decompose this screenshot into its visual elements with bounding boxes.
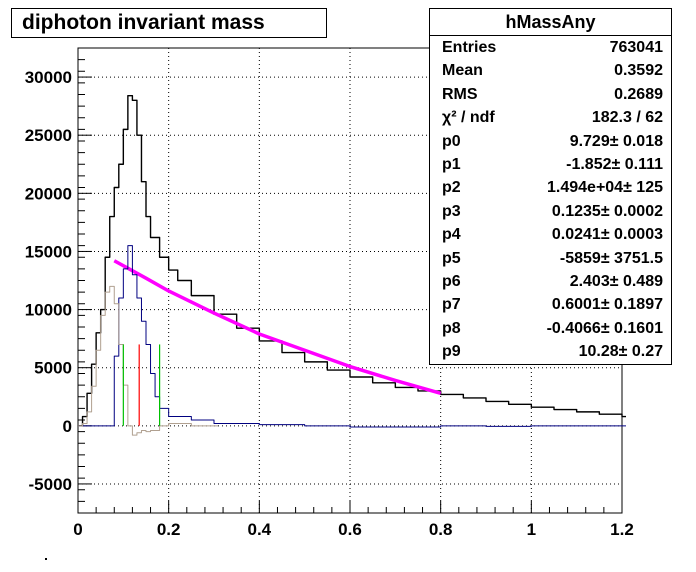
x-tick-label: 1.2 [610, 520, 634, 539]
series-0-path [78, 94, 626, 427]
stats-row: p1 -1.852± 0.111 [430, 154, 671, 176]
stats-row: Entries 763041 [430, 37, 671, 59]
stats-row-value: -5859± 3751.5 [559, 249, 663, 267]
x-tick-label: 1 [527, 520, 536, 539]
chart-title: diphoton invariant mass [11, 8, 327, 38]
stats-row-value: 10.28± 0.27 [578, 343, 663, 361]
stats-row-value: 2.403± 0.489 [569, 273, 663, 290]
stats-row-name: p2 [442, 179, 461, 197]
stats-row: p8 -0.4066± 0.1601 [430, 318, 671, 340]
stats-row-name: p0 [442, 132, 461, 150]
stats-row: RMS 0.2689 [430, 84, 671, 106]
stats-row-value: 0.6001± 0.1897 [551, 296, 663, 314]
stats-row-name: RMS [442, 85, 478, 103]
x-tick-label: 0.2 [157, 520, 181, 539]
stats-row-name: p9 [442, 343, 461, 361]
y-tick-label: 5000 [34, 359, 72, 378]
data-series [78, 94, 626, 436]
stats-row-value: 1.494e+04± 125 [547, 179, 663, 197]
stats-row-name: p3 [442, 202, 461, 220]
series-3-path [78, 285, 218, 436]
stats-row: p0 9.729± 0.018 [430, 131, 671, 153]
stats-row-name: p8 [442, 319, 461, 337]
stats-row-name: p7 [442, 296, 461, 314]
y-tick-label: 0 [63, 417, 72, 436]
stats-title: hMassAny [430, 9, 671, 36]
stats-row-value: 9.729± 0.018 [569, 132, 663, 150]
x-tick-label: 0.8 [429, 520, 453, 539]
stats-row-value: 763041 [609, 39, 663, 56]
x-tick-label: 0.6 [338, 520, 362, 539]
y-tick-label: -5000 [29, 475, 72, 494]
stats-row-value: 182.3 / 62 [591, 109, 663, 127]
stats-row: Mean 0.3592 [430, 60, 671, 82]
stats-row: p6 2.403± 0.489 [430, 271, 671, 293]
tick-labels: 0 0.2 0.4 0.6 0.8 1 1.2 -5000 0 5000 10000 15000 200… [25, 68, 634, 539]
stats-box: hMassAny Entries 763041 Mean 0.3592 RMS 0.268… [429, 8, 672, 365]
footer-dot [45, 558, 47, 560]
stats-row: p3 0.1235± 0.0002 [430, 201, 671, 223]
y-tick-label: 20000 [25, 184, 72, 203]
stats-row: p9 10.28± 0.27 [430, 341, 671, 363]
series-2-path [78, 245, 626, 428]
stats-row: χ² / ndf 182.3 / 62 [430, 107, 671, 129]
stats-row-value: -1.852± 0.111 [566, 156, 663, 173]
stats-row: p5 -5859± 3751.5 [430, 248, 671, 270]
stats-row: p4 0.0241± 0.0003 [430, 224, 671, 246]
stats-row-value: 0.1235± 0.0002 [551, 202, 663, 220]
stats-row: p2 1.494e+04± 125 [430, 177, 671, 199]
stats-row-name: χ² / ndf [442, 109, 495, 127]
stats-row-value: -0.4066± 0.1601 [546, 319, 663, 337]
x-tick-label: 0 [73, 520, 82, 539]
stats-row-name: p1 [442, 156, 461, 173]
stats-row-value: 0.3592 [614, 62, 663, 80]
y-tick-label: 25000 [25, 126, 72, 145]
y-tick-label: 15000 [25, 242, 72, 261]
stats-row-value: 0.0241± 0.0003 [551, 226, 663, 244]
y-tick-label: 30000 [25, 68, 72, 87]
stats-row-name: Entries [442, 39, 497, 56]
stats-row-name: p6 [442, 273, 461, 290]
x-tick-label: 0.4 [248, 520, 272, 539]
stats-row: p7 0.6001± 0.1897 [430, 294, 671, 316]
stats-row-value: 0.2689 [614, 85, 663, 103]
stats-row-name: p5 [442, 249, 461, 267]
stats-row-name: Mean [442, 62, 483, 80]
y-tick-label: 10000 [25, 301, 72, 320]
stats-row-name: p4 [442, 226, 461, 244]
series-1-path [113, 259, 442, 395]
